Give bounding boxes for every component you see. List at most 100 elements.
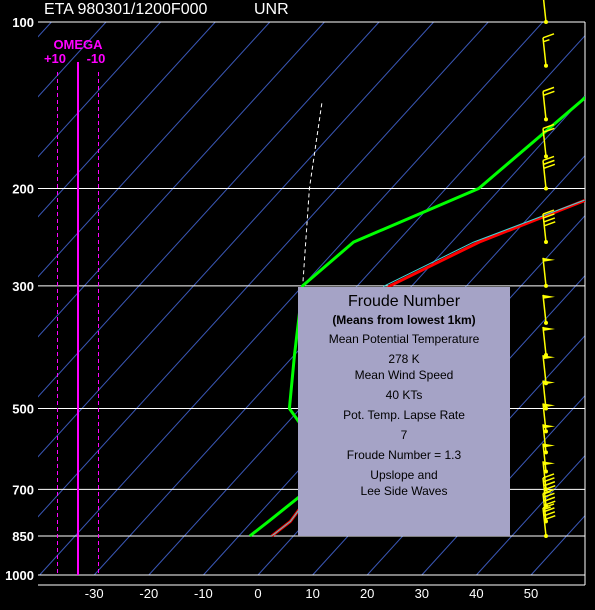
wind-barb-shaft: [542, 443, 547, 472]
wind-barb-flag: [543, 257, 555, 262]
froude-number-value: Froude Number = 1.3: [346, 448, 462, 462]
dewpoint-profile-line: [248, 95, 585, 538]
isotherm-line: [38, 22, 161, 158]
wind-barb-feather: [543, 481, 556, 487]
temperature-tick-label: -30: [85, 586, 104, 601]
temperature-tick-label: 40: [469, 586, 483, 601]
wind-barb-flag: [543, 380, 555, 385]
wind-barb-feather: [542, 33, 555, 39]
wind-barb-flag: [543, 326, 555, 331]
temperature-tick-label: 20: [360, 586, 374, 601]
wind-barb: [542, 294, 555, 325]
wind-barb-flag: [543, 443, 555, 448]
wind-barb-flag: [543, 461, 555, 466]
wind-barb-feather: [542, 488, 555, 495]
wind-barb-feather: [542, 503, 555, 509]
pressure-tick-label: 1000: [5, 568, 34, 583]
temperature-tick-label: -10: [194, 586, 213, 601]
mean-potential-temperature-value: 278 K: [388, 352, 420, 366]
wind-barb-shaft: [542, 91, 547, 120]
pressure-tick-label: 100: [12, 15, 34, 30]
wind-barb-feather: [542, 86, 555, 93]
froude-box-subtitle: (Means from lowest 1km): [332, 313, 476, 327]
wind-barb: [542, 209, 556, 245]
wind-barb-shaft: [542, 257, 547, 286]
isotherm-line: [586, 22, 595, 575]
wind-barb-shaft: [542, 160, 547, 189]
wind-barb-flag: [543, 355, 555, 360]
wind-barb-feather: [544, 500, 556, 506]
wind-barb-feather: [544, 221, 556, 227]
wind-barb-flag: [543, 403, 555, 408]
isotherm-line: [38, 22, 380, 398]
froude-box-title: Froude Number: [347, 293, 461, 310]
wind-barb-shaft: [542, 128, 547, 157]
isotherm-line: [38, 22, 325, 338]
wind-barb-feather: [543, 163, 556, 170]
station-label: UNR: [254, 1, 289, 18]
wind-barb-feather: [543, 496, 556, 502]
wind-barb-feather: [542, 209, 555, 215]
wind-barb-feather: [544, 484, 556, 491]
wind-barb-feather: [542, 473, 555, 479]
temperature-tick-label: -20: [139, 586, 158, 601]
temperature-tick-label: 10: [305, 586, 319, 601]
pressure-tick-label: 850: [12, 529, 34, 544]
mean-potential-temperature-label: Mean Potential Temperature: [328, 332, 480, 346]
wind-barb-feather: [542, 155, 555, 162]
wind-barb-feather: [543, 90, 555, 97]
wind-barb-feather: [543, 511, 556, 517]
pressure-tick-label: 200: [12, 181, 34, 196]
mean-wind-speed-value: 40 KTs: [385, 388, 423, 402]
wind-barb-shaft: [542, 507, 547, 537]
wind-barb-half-feather: [544, 490, 551, 495]
omega-label: OMEGA: [53, 37, 103, 52]
temperature-tick-labels: -30 -20 -10 0 10 20 30 40 50: [85, 586, 538, 601]
wind-barb-feather: [543, 159, 555, 166]
isotherm-line: [39, 22, 544, 576]
wind-barb: [542, 123, 555, 159]
wind-barb-shaft: [542, 326, 547, 356]
wind-barb-flag: [543, 424, 555, 429]
wind-barb-feather: [543, 477, 555, 483]
wind-barb-half-feather: [544, 506, 551, 510]
wind-barb: [542, 86, 555, 122]
froude-number-box: Froude Number (Means from lowest 1km) Me…: [298, 287, 510, 536]
flow-regime-line2: Lee Side Waves: [360, 484, 448, 498]
wind-barb-shaft: [542, 424, 547, 453]
wind-barb: [542, 503, 556, 538]
wind-barb-shaft: [542, 37, 547, 66]
temperature-tick-label: 0: [254, 586, 261, 601]
pressure-tick-label: 300: [12, 279, 34, 294]
wind-barb: [542, 33, 555, 68]
wind-barb-feather: [543, 213, 555, 219]
omega-right-tick: -10: [87, 51, 106, 66]
isotherm-line: [38, 22, 434, 458]
wind-barb-half-feather: [543, 38, 550, 43]
isotherm-line: [38, 22, 271, 278]
chart-title: ETA 980301/1200F000: [44, 1, 207, 18]
wind-barb: [542, 0, 548, 24]
wind-barb-feather: [543, 217, 556, 223]
lapse-rate-label: Pot. Temp. Lapse Rate: [343, 408, 465, 422]
wind-barb: [542, 326, 555, 357]
wind-barb: [542, 424, 555, 455]
wind-barb-feather: [543, 492, 555, 499]
pressure-tick-labels: 100 200 300 500 700 850 1000: [5, 15, 34, 583]
omega-panel: [57, 62, 99, 575]
wind-barb-shaft: [542, 213, 547, 243]
wind-barb-shaft: [542, 355, 547, 384]
wind-barb-feather: [543, 127, 555, 134]
omega-left-tick: +10: [44, 51, 66, 66]
wind-barbs: [542, 0, 556, 538]
wind-barb-feather: [543, 507, 555, 513]
temperature-tick-label: 30: [415, 586, 429, 601]
wind-barb-shaft: [542, 294, 547, 323]
wind-barb: [542, 155, 556, 191]
flow-regime-line1: Upslope and: [370, 468, 438, 482]
isotherm-line: [38, 22, 216, 218]
temperature-tick-label: 50: [524, 586, 538, 601]
mean-wind-speed-label: Mean Wind Speed: [354, 368, 454, 382]
lapse-rate-value: 7: [400, 428, 408, 442]
pressure-tick-label: 500: [12, 402, 34, 417]
